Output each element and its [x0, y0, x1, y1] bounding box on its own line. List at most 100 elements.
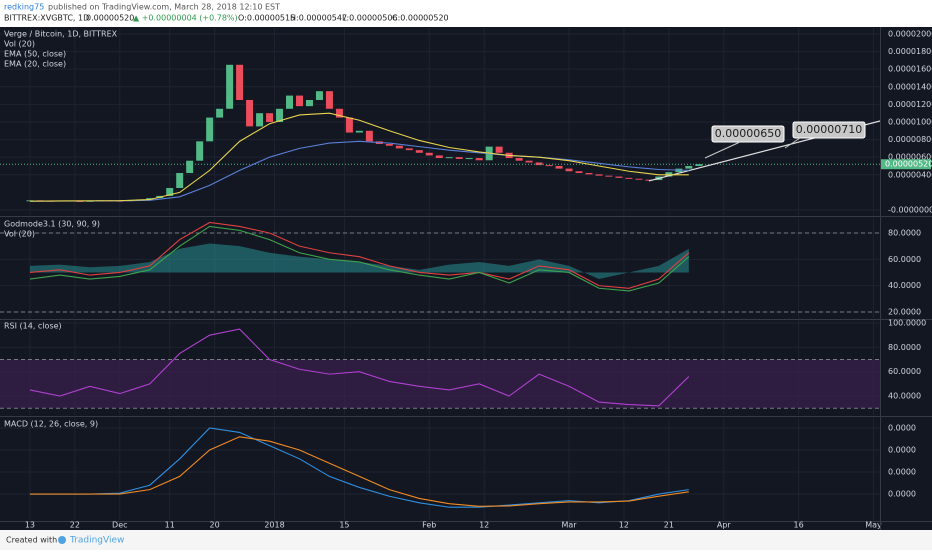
ohlc-low: L:0.00000506	[342, 14, 398, 23]
candle	[395, 145, 403, 149]
x-tick-label: 13	[25, 521, 35, 530]
candle	[605, 175, 613, 177]
series-line	[29, 221, 690, 289]
change: ▲ +0.00000004 (+0.78%)	[133, 14, 238, 23]
series-line	[29, 225, 690, 292]
y-tick-label: 40.0000	[888, 281, 921, 290]
candle	[445, 157, 453, 159]
y-tick-label: 0.00001600	[888, 65, 932, 74]
y-tick-label: 0.00001400	[888, 82, 932, 91]
candle	[345, 117, 353, 133]
symbol: BITTREX:XVGBTC, 1D	[4, 14, 89, 23]
y-tick-label: 0.0000	[888, 468, 916, 477]
ohlc-close: C:0.00000520	[392, 14, 449, 23]
ohlc-open: O:0.00000515	[238, 14, 295, 23]
pane-title: Verge / Bitcoin, 1D, BITTREX	[4, 30, 118, 39]
callout-pointer	[784, 137, 801, 149]
callout-box	[792, 121, 866, 139]
footer-brand[interactable]: TradingView	[69, 536, 124, 546]
candle	[515, 158, 523, 161]
author[interactable]: redking75	[4, 3, 44, 12]
candle	[365, 130, 373, 142]
candle	[425, 152, 433, 156]
last-price-label: 0.00000520	[885, 160, 932, 169]
candle	[635, 178, 643, 180]
series-line	[29, 427, 689, 508]
footer-bar	[0, 530, 932, 550]
y-tick-label: 60.0000	[888, 255, 921, 264]
callout-text: 0.00000650	[715, 127, 781, 140]
candle	[615, 176, 623, 178]
last-price-box	[881, 159, 931, 170]
callout-text: 0.00000710	[796, 123, 862, 136]
candle	[685, 165, 693, 169]
y-tick-label: 20.0000	[888, 307, 921, 316]
rsi-band	[0, 359, 880, 409]
legend-entry: EMA (20, close)	[4, 60, 66, 69]
x-tick-label: Mar	[561, 521, 577, 530]
y-tick-label: 0.0000	[888, 423, 916, 432]
y-tick-label: 100.0000	[888, 319, 926, 328]
x-tick-label: Apr	[717, 521, 732, 530]
candle	[226, 64, 234, 109]
x-tick-label: 11	[165, 521, 175, 530]
candle	[595, 174, 603, 176]
x-tick-label: May	[865, 521, 882, 530]
x-tick-label: Feb	[422, 521, 436, 530]
x-tick-label: 12	[479, 521, 489, 530]
candle	[475, 158, 483, 161]
candle	[575, 171, 583, 174]
candle	[216, 108, 224, 118]
y-tick-label: 0.0000	[888, 490, 916, 499]
y-tick-label: 40.0000	[888, 392, 921, 401]
candle	[495, 146, 503, 153]
y-tick-label: 60.0000	[888, 367, 921, 376]
candle	[305, 99, 313, 107]
candle	[545, 165, 553, 167]
y-tick-label: 80.0000	[888, 229, 921, 238]
x-tick-label: 22	[70, 521, 80, 530]
candle	[186, 160, 194, 174]
published: published on TradingView.com, March 28, …	[48, 3, 280, 12]
candle	[695, 164, 703, 166]
pane-title: MACD (12, 26, close, 9)	[4, 420, 98, 429]
x-tick-label: 20	[210, 521, 220, 530]
y-tick-label: 0.00000800	[888, 135, 932, 144]
candle	[355, 130, 363, 133]
x-tick-label: 2018	[264, 521, 284, 530]
candle	[206, 117, 214, 142]
x-tick-label: 12	[619, 521, 629, 530]
x-tick-label: 21	[664, 521, 674, 530]
series-line	[29, 112, 689, 202]
candle	[465, 158, 473, 160]
candle	[176, 173, 184, 188]
footer-created: Created with	[6, 536, 57, 545]
candle	[315, 91, 323, 100]
candle	[146, 198, 154, 200]
candle	[236, 64, 244, 100]
candle	[325, 91, 333, 109]
y-tick-label: 0.00001200	[888, 100, 932, 109]
y-tick-label: 0.00001800	[888, 47, 932, 56]
candle	[266, 113, 274, 122]
x-tick-label: Dec	[112, 521, 127, 530]
candle	[196, 141, 204, 161]
candle	[385, 143, 393, 146]
candle	[555, 165, 563, 169]
candle	[565, 168, 573, 172]
price: 0.00000520	[86, 14, 134, 23]
candle	[295, 95, 303, 107]
candle	[276, 108, 284, 122]
candle	[645, 179, 653, 181]
candle	[286, 95, 294, 109]
candle	[256, 113, 264, 127]
pane-title: RSI (14, close)	[4, 322, 62, 331]
candle	[166, 187, 174, 196]
x-tick-label: 16	[794, 521, 804, 530]
y-tick-label: 0.00000600	[888, 153, 932, 162]
x-tick-label: 15	[339, 521, 349, 530]
callout-box	[711, 125, 785, 143]
logo	[58, 536, 66, 544]
